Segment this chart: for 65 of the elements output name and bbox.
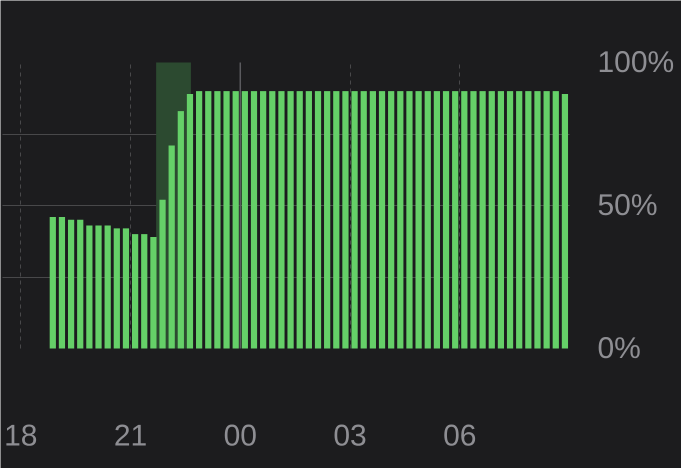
bar — [278, 91, 285, 348]
bar — [552, 91, 559, 348]
bar — [314, 91, 322, 348]
bar — [360, 91, 367, 348]
bar — [452, 91, 458, 348]
bar — [434, 91, 440, 348]
bar — [214, 91, 221, 348]
bar — [287, 91, 294, 348]
bar — [506, 91, 514, 348]
bar — [562, 94, 568, 348]
bar — [150, 236, 157, 348]
bar — [186, 94, 194, 348]
bar — [470, 91, 477, 348]
bar — [534, 91, 541, 348]
bar — [223, 91, 230, 348]
bar — [114, 228, 120, 348]
bar — [424, 91, 431, 348]
bar — [488, 91, 495, 348]
bar — [122, 228, 130, 348]
bar — [260, 91, 266, 348]
bar — [132, 234, 138, 348]
bar — [516, 91, 522, 348]
bar — [242, 91, 248, 348]
y-tick-label: 0% — [598, 332, 641, 365]
x-tick-label: 00 — [224, 420, 257, 452]
bar — [77, 220, 84, 348]
bar — [250, 91, 258, 348]
bar — [324, 91, 330, 348]
y-tick-label: 50% — [598, 189, 658, 222]
x-tick-label: 06 — [443, 420, 476, 452]
bar — [168, 145, 175, 348]
bar — [498, 91, 504, 348]
bar — [388, 91, 394, 348]
bar — [232, 91, 239, 348]
bar — [406, 91, 413, 348]
bar — [141, 234, 148, 348]
bar — [196, 91, 202, 348]
bar — [397, 91, 404, 348]
x-tick-label: 21 — [114, 420, 148, 452]
bar — [86, 226, 92, 348]
bar — [525, 91, 532, 348]
bar — [351, 91, 358, 348]
bar — [205, 91, 212, 348]
bar — [269, 91, 276, 348]
bar — [296, 91, 303, 348]
bar — [159, 200, 166, 348]
bar — [104, 226, 111, 348]
bar — [342, 91, 349, 348]
bar — [68, 220, 74, 348]
bar — [415, 91, 422, 348]
bar — [480, 91, 486, 348]
bar — [378, 91, 386, 348]
bar — [461, 91, 468, 348]
bar — [442, 91, 450, 348]
bar — [50, 216, 56, 348]
bar — [178, 111, 184, 348]
bar — [333, 91, 340, 348]
bar — [58, 216, 66, 348]
x-tick-label: 03 — [333, 420, 367, 452]
bar — [370, 91, 376, 348]
bar — [544, 91, 550, 348]
bar — [95, 226, 102, 348]
bar — [306, 91, 312, 348]
y-tick-label: 100% — [598, 46, 674, 79]
x-tick-label: 18 — [4, 420, 38, 452]
